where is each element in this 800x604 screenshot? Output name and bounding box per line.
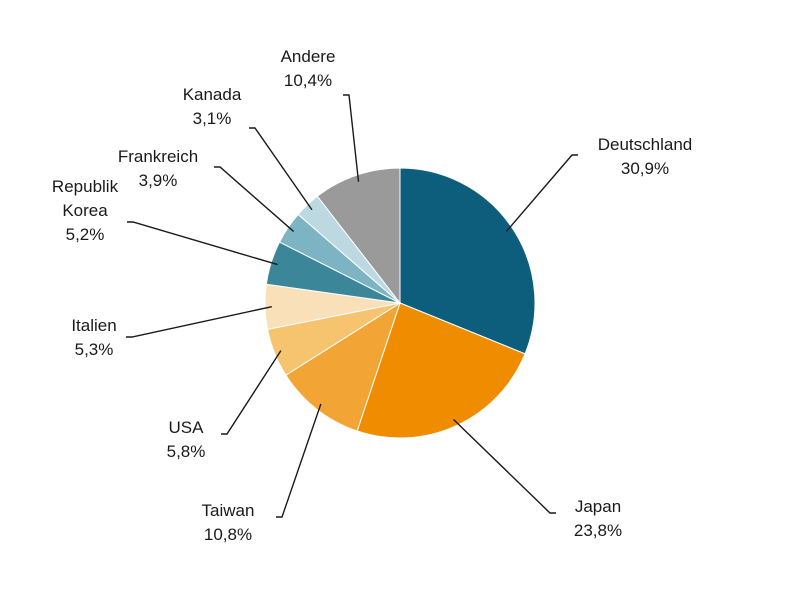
slice-value: 5,8% — [167, 442, 206, 461]
slice-value: 10,8% — [204, 525, 252, 544]
slice-value: 5,3% — [75, 340, 114, 359]
slice-value: 23,8% — [574, 521, 622, 540]
slice-label-deutschland: Deutschland 30,9% — [598, 135, 693, 178]
slice-name: Republik — [52, 177, 119, 196]
slice-name: Japan — [575, 497, 621, 516]
pie-slice-taiwan — [285, 301, 401, 432]
slice-label-japan: Japan 23,8% — [574, 497, 622, 540]
leader-line-republik-korea — [127, 221, 278, 266]
slice-name: Taiwan — [202, 501, 255, 520]
pie-slice-japan — [356, 302, 526, 439]
slice-label-kanada: Kanada 3,1% — [183, 85, 242, 128]
slice-label-taiwan: Taiwan 10,8% — [202, 501, 255, 544]
slice-name: Frankreich — [118, 147, 198, 166]
slice-label-republik-korea: Republik Korea 5,2% — [52, 177, 119, 244]
slice-value: 3,1% — [193, 109, 232, 128]
slice-label-frankreich: Frankreich 3,9% — [118, 147, 198, 190]
slice-name: USA — [169, 418, 205, 437]
slice-name: Korea — [62, 201, 108, 220]
leader-line-andere — [343, 94, 360, 182]
slice-label-italien: Italien 5,3% — [71, 316, 116, 359]
leader-line-kanada — [249, 127, 313, 211]
leader-line-frankreich — [214, 166, 295, 232]
pie-slices — [264, 167, 536, 439]
slice-value: 30,9% — [621, 159, 669, 178]
slice-value: 10,4% — [284, 71, 332, 90]
leader-line-italien — [126, 305, 272, 338]
pie-slice-deutschland — [399, 167, 536, 355]
slice-name: Deutschland — [598, 135, 693, 154]
slice-value: 5,2% — [66, 225, 105, 244]
slice-label-andere: Andere 10,4% — [281, 47, 336, 90]
leader-line-japan — [453, 419, 556, 514]
slice-name: Italien — [71, 316, 116, 335]
leader-line-usa — [221, 350, 282, 435]
leader-lines — [126, 94, 578, 518]
leader-line-taiwan — [276, 403, 322, 518]
pie-slice-andere — [316, 167, 401, 305]
leader-line-deutschland — [505, 154, 578, 232]
slice-name: Kanada — [183, 85, 242, 104]
slice-label-usa: USA 5,8% — [167, 418, 206, 461]
slice-labels: Deutschland 30,9% Japan 23,8% Taiwan 10,8% USA… — [52, 47, 692, 544]
slice-value: 3,9% — [139, 171, 178, 190]
slice-name: Andere — [281, 47, 336, 66]
